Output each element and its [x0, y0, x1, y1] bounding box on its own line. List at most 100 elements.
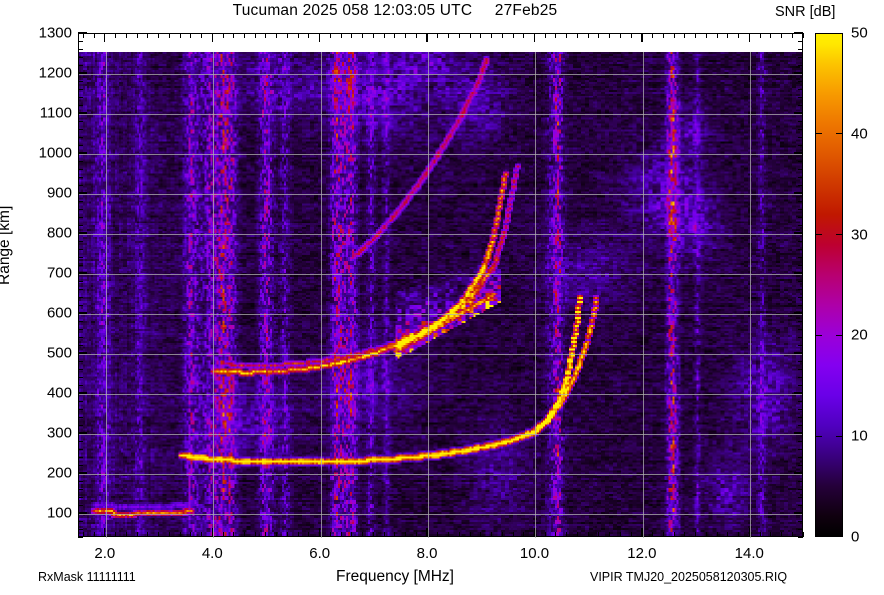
x-minor-tick — [93, 532, 95, 537]
x-minor-tick — [759, 532, 761, 537]
x-minor-tick — [329, 532, 331, 537]
x-minor-tick — [695, 532, 697, 537]
y-minor-tick-right — [798, 144, 803, 146]
y-minor-tick-right — [798, 328, 803, 330]
rxmask-label: RxMask 11111111 — [38, 570, 136, 584]
x-minor-tick — [491, 532, 493, 537]
x-minor-tick-top — [501, 33, 503, 38]
y-tick-700 — [78, 272, 87, 274]
x-minor-tick — [587, 532, 589, 537]
y-minor-tick — [78, 384, 83, 386]
y-minor-tick — [78, 360, 83, 362]
y-minor-tick-right — [798, 40, 803, 42]
x-minor-tick-top — [437, 33, 439, 38]
x-minor-tick — [727, 532, 729, 537]
x-minor-tick — [630, 532, 632, 537]
y-minor-tick — [78, 376, 83, 378]
x-minor-tick-top — [115, 33, 117, 38]
y-minor-tick — [78, 296, 83, 298]
y-tick-right-800 — [794, 232, 803, 234]
x-minor-tick-top — [566, 33, 568, 38]
y-tick-right-200 — [794, 472, 803, 474]
x-minor-tick — [523, 532, 525, 537]
y-minor-tick — [78, 288, 83, 290]
x-minor-tick — [609, 532, 611, 537]
y-minor-tick — [78, 320, 83, 322]
colorbar-tick-label-40: 40 — [851, 125, 868, 143]
colorbar-tick-left-20 — [815, 334, 822, 337]
x-minor-tick — [458, 532, 460, 537]
x-minor-tick — [308, 532, 310, 537]
y-minor-tick — [78, 424, 83, 426]
y-minor-tick-right — [798, 264, 803, 266]
x-minor-tick — [576, 532, 578, 537]
x-minor-tick-top — [340, 33, 342, 38]
x-minor-tick-top — [297, 33, 299, 38]
x-tick-top-2 — [104, 33, 106, 42]
x-minor-tick-top — [147, 33, 149, 38]
x-minor-tick-top — [630, 33, 632, 38]
x-minor-tick-top — [179, 33, 181, 38]
y-minor-tick — [78, 240, 83, 242]
x-minor-tick — [716, 532, 718, 537]
x-minor-tick-top — [523, 33, 525, 38]
x-tick-top-8 — [426, 33, 428, 42]
x-minor-tick — [168, 532, 170, 537]
y-minor-tick-right — [798, 136, 803, 138]
x-minor-tick-top — [405, 33, 407, 38]
y-minor-tick-right — [798, 104, 803, 106]
y-minor-tick — [78, 248, 83, 250]
y-minor-tick-right — [798, 248, 803, 250]
y-minor-tick — [78, 256, 83, 258]
y-minor-tick — [78, 184, 83, 186]
x-minor-tick — [738, 532, 740, 537]
y-minor-tick — [78, 536, 83, 538]
x-tick-10 — [533, 528, 536, 537]
y-minor-tick — [78, 80, 83, 82]
x-minor-tick — [372, 532, 374, 537]
y-minor-tick — [78, 344, 83, 346]
x-minor-tick-top — [82, 33, 84, 38]
x-minor-tick — [448, 532, 450, 537]
x-tick-14 — [748, 528, 750, 537]
y-minor-tick-right — [798, 64, 803, 66]
x-minor-tick-top — [598, 33, 600, 38]
y-tick-label-1200: 1200 — [38, 64, 72, 82]
y-tick-right-500 — [794, 352, 803, 354]
y-minor-tick-right — [798, 320, 803, 322]
x-minor-tick-top — [383, 33, 385, 38]
y-minor-tick — [78, 176, 83, 178]
x-minor-tick — [802, 532, 804, 537]
ionogram-heatmap — [79, 34, 802, 536]
y-minor-tick-right — [798, 344, 803, 346]
y-minor-tick — [78, 200, 83, 202]
colorbar-title: SNR [dB] — [775, 4, 836, 20]
y-tick-600 — [78, 312, 87, 314]
x-minor-tick-top — [662, 33, 664, 38]
y-minor-tick-right — [798, 56, 803, 58]
y-tick-right-1300 — [794, 32, 803, 34]
x-minor-tick — [781, 532, 783, 537]
x-tick-12 — [641, 528, 643, 537]
y-minor-tick — [78, 368, 83, 370]
x-minor-tick — [201, 532, 203, 537]
y-tick-right-400 — [794, 392, 803, 394]
x-minor-tick — [276, 532, 278, 537]
y-minor-tick — [78, 488, 83, 490]
x-tick-4 — [211, 528, 213, 537]
x-minor-tick-top — [222, 33, 224, 38]
y-minor-tick-right — [798, 488, 803, 490]
y-minor-tick-right — [798, 280, 803, 282]
colorbar-tick-right-20 — [836, 334, 843, 337]
x-minor-tick — [544, 532, 546, 537]
page-title: Tucuman 2025 058 12:03:05 UTC 27Feb25 — [232, 2, 558, 19]
y-minor-tick — [78, 128, 83, 130]
y-minor-tick — [78, 48, 83, 50]
x-minor-tick-top — [512, 33, 514, 38]
y-minor-tick — [78, 280, 83, 282]
x-minor-tick — [480, 532, 482, 537]
y-tick-label-300: 300 — [46, 424, 72, 442]
colorbar-tick-label-10: 10 — [851, 427, 868, 445]
x-minor-tick-top — [458, 33, 460, 38]
ionogram-plot[interactable] — [78, 33, 803, 538]
